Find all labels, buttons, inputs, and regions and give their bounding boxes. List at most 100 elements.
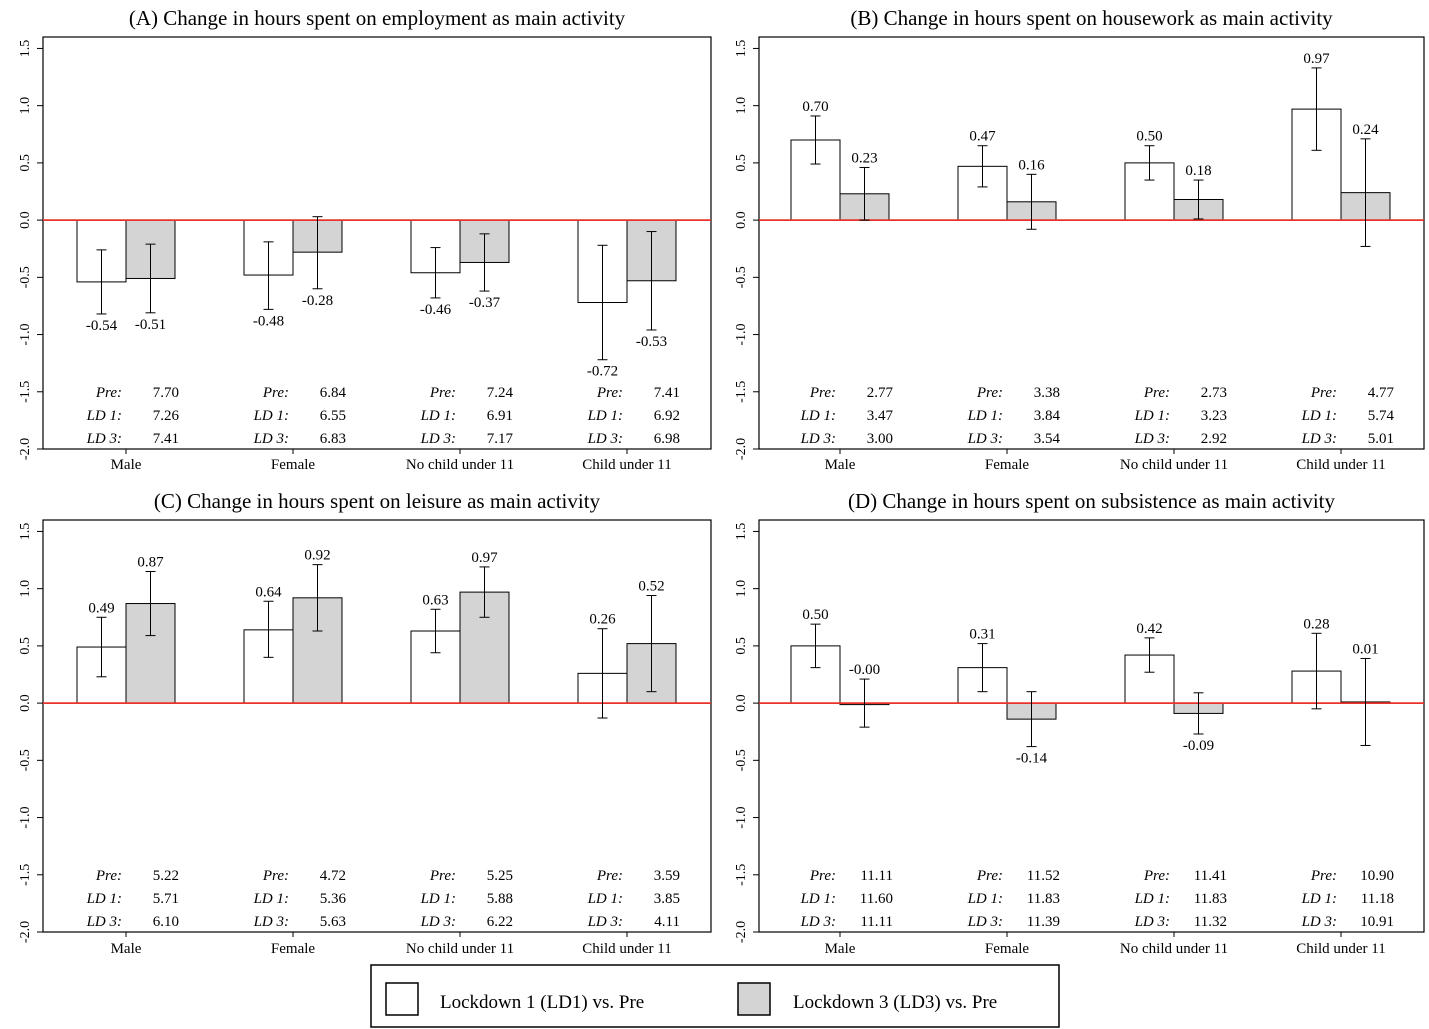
stat-value: 6.84 <box>320 385 347 401</box>
stat-value: 3.00 <box>867 431 893 447</box>
stat-value: 7.41 <box>153 431 179 447</box>
stat-label: LD 3: <box>253 431 289 447</box>
data-label: 0.50 <box>1136 129 1162 145</box>
y-tick-label: -1.5 <box>734 381 749 403</box>
stat-label: LD 1: <box>967 408 1003 424</box>
y-tick-label: -0.5 <box>18 266 33 288</box>
stat-value: 5.88 <box>487 891 513 907</box>
y-tick-label: -2.0 <box>18 438 33 460</box>
stat-label: Pre: <box>1143 385 1170 401</box>
data-label: 0.16 <box>1018 157 1045 173</box>
y-tick-label: 0.0 <box>734 694 749 712</box>
y-tick-label: 0.5 <box>18 154 33 172</box>
stat-label: LD 3: <box>420 914 456 930</box>
stat-label: Pre: <box>809 868 836 884</box>
stat-label: LD 3: <box>253 914 289 930</box>
stat-label: Pre: <box>262 385 289 401</box>
y-tick-label: -1.0 <box>18 806 33 828</box>
stat-label: LD 1: <box>1134 408 1170 424</box>
data-label: 0.18 <box>1185 163 1211 179</box>
stat-label: LD 1: <box>420 891 456 907</box>
data-label: 0.52 <box>638 579 664 595</box>
stat-label: LD 3: <box>1301 431 1337 447</box>
stat-value: 10.90 <box>1360 868 1394 884</box>
stat-value: 11.11 <box>860 914 893 930</box>
stat-label: LD 3: <box>1134 431 1170 447</box>
stat-label: LD 1: <box>86 891 122 907</box>
stat-value: 10.91 <box>1360 914 1394 930</box>
y-tick-label: 1.5 <box>18 523 33 541</box>
data-label: -0.46 <box>420 302 452 318</box>
stat-value: 3.47 <box>867 408 894 424</box>
category-label: Child under 11 <box>1296 457 1385 473</box>
stat-value: 3.84 <box>1034 408 1061 424</box>
data-label: -0.37 <box>469 295 501 311</box>
data-label: 0.28 <box>1303 616 1329 632</box>
y-tick-label: -1.0 <box>734 806 749 828</box>
stat-value: 5.63 <box>320 914 346 930</box>
y-tick-label: 0.5 <box>18 637 33 655</box>
data-label: -0.54 <box>86 318 118 334</box>
data-label: 0.23 <box>851 150 877 166</box>
stat-label: LD 1: <box>800 891 836 907</box>
stat-label: LD 3: <box>1301 914 1337 930</box>
stat-value: 3.23 <box>1201 408 1227 424</box>
data-label: 0.50 <box>802 607 828 623</box>
stat-label: Pre: <box>95 868 122 884</box>
y-tick-label: -2.0 <box>734 921 749 943</box>
stat-label: Pre: <box>95 385 122 401</box>
stat-label: LD 3: <box>800 431 836 447</box>
category-label: No child under 11 <box>406 941 514 957</box>
data-label: 0.64 <box>255 584 282 600</box>
stat-label: LD 1: <box>1301 408 1337 424</box>
data-label: -0.14 <box>1016 751 1048 767</box>
y-tick-label: -1.0 <box>18 323 33 345</box>
y-tick-label: 1.0 <box>18 580 33 598</box>
stat-value: 6.98 <box>654 431 680 447</box>
stat-value: 11.83 <box>1194 891 1227 907</box>
stat-label: LD 3: <box>1134 914 1170 930</box>
stat-label: LD 1: <box>587 891 623 907</box>
y-tick-label: -0.5 <box>734 749 749 771</box>
category-label: Male <box>825 457 856 473</box>
stat-value: 6.22 <box>487 914 513 930</box>
stat-value: 5.36 <box>320 891 347 907</box>
stat-value: 2.92 <box>1201 431 1227 447</box>
data-label: 0.42 <box>1136 621 1162 637</box>
category-label: Female <box>271 457 315 473</box>
stat-label: LD 1: <box>253 891 289 907</box>
stat-value: 6.91 <box>487 408 513 424</box>
plot-frame <box>42 36 712 450</box>
data-label: 0.87 <box>137 555 164 571</box>
stat-value: 3.38 <box>1034 385 1060 401</box>
data-label: -0.51 <box>135 317 166 333</box>
data-label: -0.28 <box>302 293 333 309</box>
stat-value: 5.01 <box>1368 431 1394 447</box>
category-label: No child under 11 <box>1120 941 1228 957</box>
stat-value: 5.25 <box>487 868 513 884</box>
stat-value: 6.10 <box>153 914 179 930</box>
y-tick-label: 1.0 <box>734 97 749 115</box>
stat-label: Pre: <box>429 868 456 884</box>
stat-value: 11.11 <box>860 868 893 884</box>
y-tick-label: 0.0 <box>18 211 33 229</box>
data-label: 0.63 <box>422 592 448 608</box>
stat-label: LD 1: <box>86 408 122 424</box>
category-label: Female <box>271 941 315 957</box>
stat-value: 5.22 <box>153 868 179 884</box>
y-tick-label: 1.0 <box>734 580 749 598</box>
panel-b: (B) Change in hours spent on housework a… <box>734 6 1425 473</box>
data-label: -0.00 <box>849 662 880 678</box>
y-tick-label: -2.0 <box>734 438 749 460</box>
y-tick-label: 1.5 <box>734 523 749 541</box>
plot-frame <box>758 519 1425 933</box>
data-label: 0.01 <box>1352 641 1378 657</box>
stat-value: 3.54 <box>1034 431 1061 447</box>
data-label: -0.72 <box>587 364 618 380</box>
y-tick-label: 0.0 <box>734 211 749 229</box>
stat-value: 2.77 <box>867 385 894 401</box>
panel-title: (C) Change in hours spent on leisure as … <box>154 489 601 513</box>
stat-label: LD 3: <box>587 914 623 930</box>
y-tick-label: -0.5 <box>18 749 33 771</box>
panel-d: (D) Change in hours spent on subsistence… <box>734 489 1425 957</box>
